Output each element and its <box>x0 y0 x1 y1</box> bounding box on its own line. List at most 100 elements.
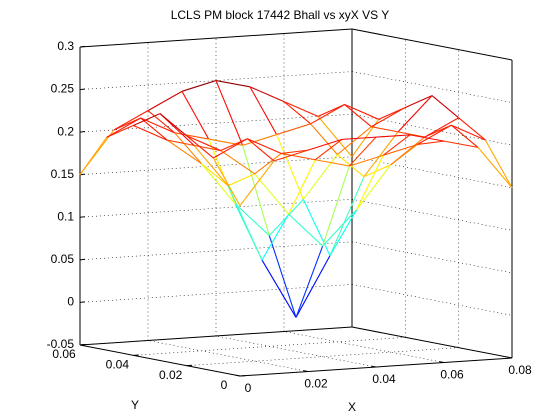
tick-mark <box>79 216 86 218</box>
mesh-edge <box>382 134 411 156</box>
mesh-edge <box>329 209 358 256</box>
mesh-edge <box>288 159 316 215</box>
axis-line <box>79 28 353 48</box>
mesh-edge <box>329 176 365 256</box>
mesh-edge <box>273 149 309 162</box>
mesh-edge <box>242 145 270 236</box>
mesh-edge <box>227 185 263 261</box>
mesh-edge <box>322 165 350 247</box>
mesh-edge <box>213 138 248 159</box>
mesh-edge <box>215 80 251 88</box>
axis-line <box>351 326 513 359</box>
mesh-edge <box>417 124 452 145</box>
mesh-edge <box>458 117 486 141</box>
y-axis-label: Y <box>131 398 139 412</box>
mesh-edge <box>174 132 202 164</box>
mesh-edge <box>322 209 358 247</box>
mesh-edge <box>451 124 486 141</box>
mesh-edge <box>239 160 275 207</box>
mesh-edge <box>167 139 195 146</box>
z-tick-label: 0.1 <box>57 209 74 223</box>
mesh-edge <box>147 90 183 112</box>
x-tick-label: 0 <box>245 381 252 395</box>
mesh-edge <box>215 80 244 146</box>
mesh-edge <box>356 154 384 210</box>
grid-line <box>133 337 406 356</box>
mesh-edge <box>227 173 255 187</box>
mesh-edge <box>276 134 304 200</box>
mesh-edge <box>186 135 221 152</box>
mesh-edge <box>283 101 319 117</box>
mesh-edge <box>477 147 513 189</box>
mesh-edge <box>363 131 399 178</box>
z-tick-label: -0.05 <box>47 337 75 351</box>
tick-mark <box>79 173 86 176</box>
mesh-edge <box>397 95 433 133</box>
mesh-edge <box>314 138 343 161</box>
mesh-edge <box>302 154 338 200</box>
grid-line <box>79 113 353 133</box>
mesh-edge <box>133 113 161 126</box>
y-tick-label: 0 <box>221 378 228 392</box>
mesh-edge <box>371 106 406 128</box>
z-tick-label: 0.25 <box>51 82 75 96</box>
mesh-edge <box>302 199 331 256</box>
grid-line <box>79 156 353 176</box>
mesh-edge <box>268 235 297 318</box>
mesh-edge <box>310 104 345 125</box>
z-tick-label: 0.15 <box>51 167 75 181</box>
mesh-edge <box>356 164 392 211</box>
mesh-edge <box>79 136 108 176</box>
axis-line <box>351 28 513 61</box>
mesh-edge <box>167 139 202 164</box>
z-tick-label: 0.05 <box>51 252 75 266</box>
mesh-edge <box>234 203 270 237</box>
axis-line <box>239 357 513 377</box>
mesh-edge <box>254 173 290 215</box>
mesh-edge <box>295 255 331 318</box>
mesh-edge <box>484 139 513 188</box>
mesh-edge <box>249 86 285 103</box>
mesh-edge <box>310 123 338 155</box>
grid-line <box>79 198 353 218</box>
mesh-edge <box>200 163 236 205</box>
axis-line <box>79 326 353 346</box>
mesh-edge <box>371 126 399 133</box>
x-axis-label: X <box>348 400 356 414</box>
mesh-edge <box>140 117 168 141</box>
mesh-edge <box>106 124 134 138</box>
mesh-edge <box>424 117 459 138</box>
mesh-edge <box>220 150 255 175</box>
x-tick-label: 0.06 <box>440 368 464 382</box>
mesh-edge <box>247 138 282 154</box>
mesh-edge <box>405 95 433 108</box>
mesh-edge <box>254 153 282 175</box>
y-tick-label: 0.06 <box>52 347 76 361</box>
z-tick-label: 0 <box>67 295 74 309</box>
mesh-edge <box>140 117 175 134</box>
chart-title: LCLS PM block 17442 Bhall vs xyX VS Y <box>171 8 390 22</box>
mesh-edge <box>186 135 214 159</box>
mesh-edge <box>288 213 324 247</box>
mesh-edge <box>443 140 479 148</box>
mesh-edge <box>341 136 377 140</box>
tick-mark <box>79 301 86 303</box>
mesh-edge <box>174 132 209 140</box>
mesh-edge <box>249 86 278 135</box>
mesh-edge <box>147 110 176 134</box>
mesh-edge <box>106 117 141 138</box>
mesh-edge <box>295 245 324 318</box>
mesh-edge <box>409 134 445 142</box>
mesh-edge <box>450 124 479 148</box>
x-tick-label: 0.04 <box>372 372 396 386</box>
tick-mark <box>79 131 86 133</box>
mesh-edge <box>315 159 350 167</box>
mesh-edge <box>212 157 241 206</box>
mesh-edge <box>283 101 312 125</box>
mesh-edge <box>390 144 418 166</box>
grid-line <box>186 347 459 366</box>
z-tick-label: 0.2 <box>57 124 74 138</box>
mesh-edge <box>276 123 311 136</box>
